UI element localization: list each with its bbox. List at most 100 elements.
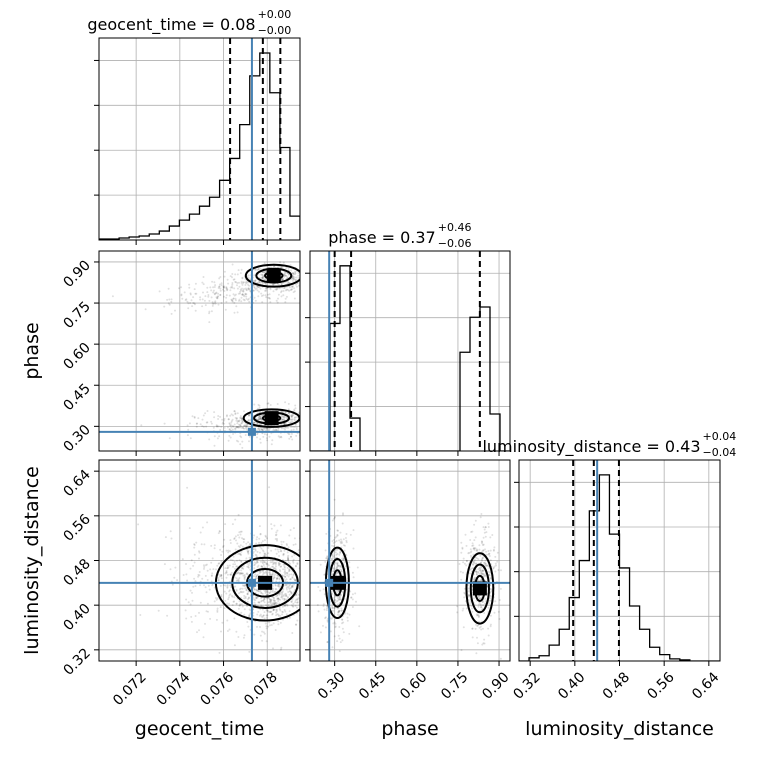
sample-point: [285, 426, 288, 429]
sample-point: [467, 594, 470, 597]
sample-point: [339, 566, 342, 569]
sample-point: [339, 565, 342, 567]
sample-point: [204, 412, 207, 415]
hist-marks: [519, 460, 720, 661]
sample-point: [248, 650, 251, 653]
sample-point: [290, 415, 293, 418]
sample-point: [258, 418, 261, 421]
sample-point: [213, 411, 216, 414]
sample-point: [470, 531, 473, 533]
sample-point: [283, 566, 286, 569]
sample-point: [261, 616, 264, 619]
sample-point: [248, 608, 251, 611]
sample-point: [259, 416, 262, 419]
sample-point: [284, 274, 287, 277]
sample-point: [256, 285, 259, 288]
sample-point: [342, 544, 345, 547]
sample-point: [240, 416, 243, 419]
sample-point: [208, 588, 211, 591]
sample-point: [254, 280, 257, 283]
sample-point: [238, 553, 241, 556]
sample-point: [295, 594, 298, 596]
sample-point: [287, 596, 290, 599]
sample-point: [236, 426, 238, 429]
sample-point: [288, 534, 291, 537]
sample-point: [233, 287, 236, 290]
sample-point: [279, 549, 282, 552]
sample-point: [463, 591, 466, 594]
sample-point: [192, 564, 195, 567]
sample-point: [346, 612, 349, 615]
sample-point: [333, 621, 336, 624]
sample-point: [272, 599, 275, 601]
sample-point: [235, 426, 238, 429]
sample-point: [166, 614, 169, 617]
sample-point: [334, 536, 337, 539]
sample-point: [204, 586, 207, 589]
sample-point: [168, 298, 171, 301]
sample-point: [483, 561, 485, 564]
sample-point: [208, 312, 211, 315]
sample-point: [216, 609, 219, 612]
sample-point: [213, 286, 216, 288]
sample-point: [259, 634, 262, 637]
sample-point: [294, 543, 297, 546]
sample-point: [245, 424, 248, 427]
sample-point: [244, 293, 247, 296]
sample-point: [479, 579, 482, 582]
sample-point: [324, 616, 327, 619]
sample-point: [290, 592, 293, 595]
sample-point: [276, 287, 279, 290]
sample-point: [475, 563, 478, 565]
sample-point: [219, 606, 222, 609]
sample-point: [332, 568, 335, 571]
gridlines-y: [99, 470, 300, 651]
sample-point: [307, 586, 309, 588]
sample-point: [476, 636, 478, 639]
sample-point: [257, 427, 260, 430]
sample-point: [198, 574, 201, 577]
sample-point: [241, 293, 244, 296]
sample-point: [231, 604, 234, 607]
density-peak: [264, 411, 279, 426]
sample-point: [253, 422, 255, 424]
sample-point: [228, 294, 231, 297]
sample-point: [285, 543, 288, 545]
sample-point: [475, 573, 478, 575]
sample-point: [480, 570, 483, 573]
sample-point: [281, 574, 284, 577]
sample-point: [231, 559, 234, 562]
sample-point: [219, 293, 222, 296]
sample-point: [275, 299, 278, 302]
sample-point: [284, 594, 287, 597]
sample-point: [278, 602, 281, 605]
sample-point: [289, 590, 292, 593]
sample-point: [225, 415, 228, 418]
sample-point: [234, 416, 237, 419]
sample-point: [237, 578, 240, 581]
sample-point: [300, 601, 302, 603]
sample-point: [277, 427, 280, 430]
sample-point: [275, 533, 278, 536]
sample-point: [488, 602, 490, 605]
sample-point: [213, 547, 216, 550]
sample-point: [325, 526, 327, 528]
sample-point: [241, 420, 244, 423]
sample-point: [257, 268, 260, 271]
sample-point: [334, 515, 336, 518]
sample-point: [276, 597, 279, 600]
sample-point: [194, 309, 197, 312]
sample-point: [290, 418, 293, 421]
sample-point: [226, 289, 229, 292]
sample-point: [304, 269, 306, 271]
sample-point: [218, 530, 221, 533]
sample-point: [194, 282, 197, 285]
sample-point: [263, 598, 266, 601]
sample-point: [284, 610, 287, 613]
title-upper-error: +0.46: [438, 221, 472, 234]
sample-point: [514, 605, 516, 607]
sample-point: [255, 589, 258, 591]
sample-point: [239, 544, 242, 547]
sample-point: [285, 613, 288, 616]
sample-point: [487, 634, 490, 637]
